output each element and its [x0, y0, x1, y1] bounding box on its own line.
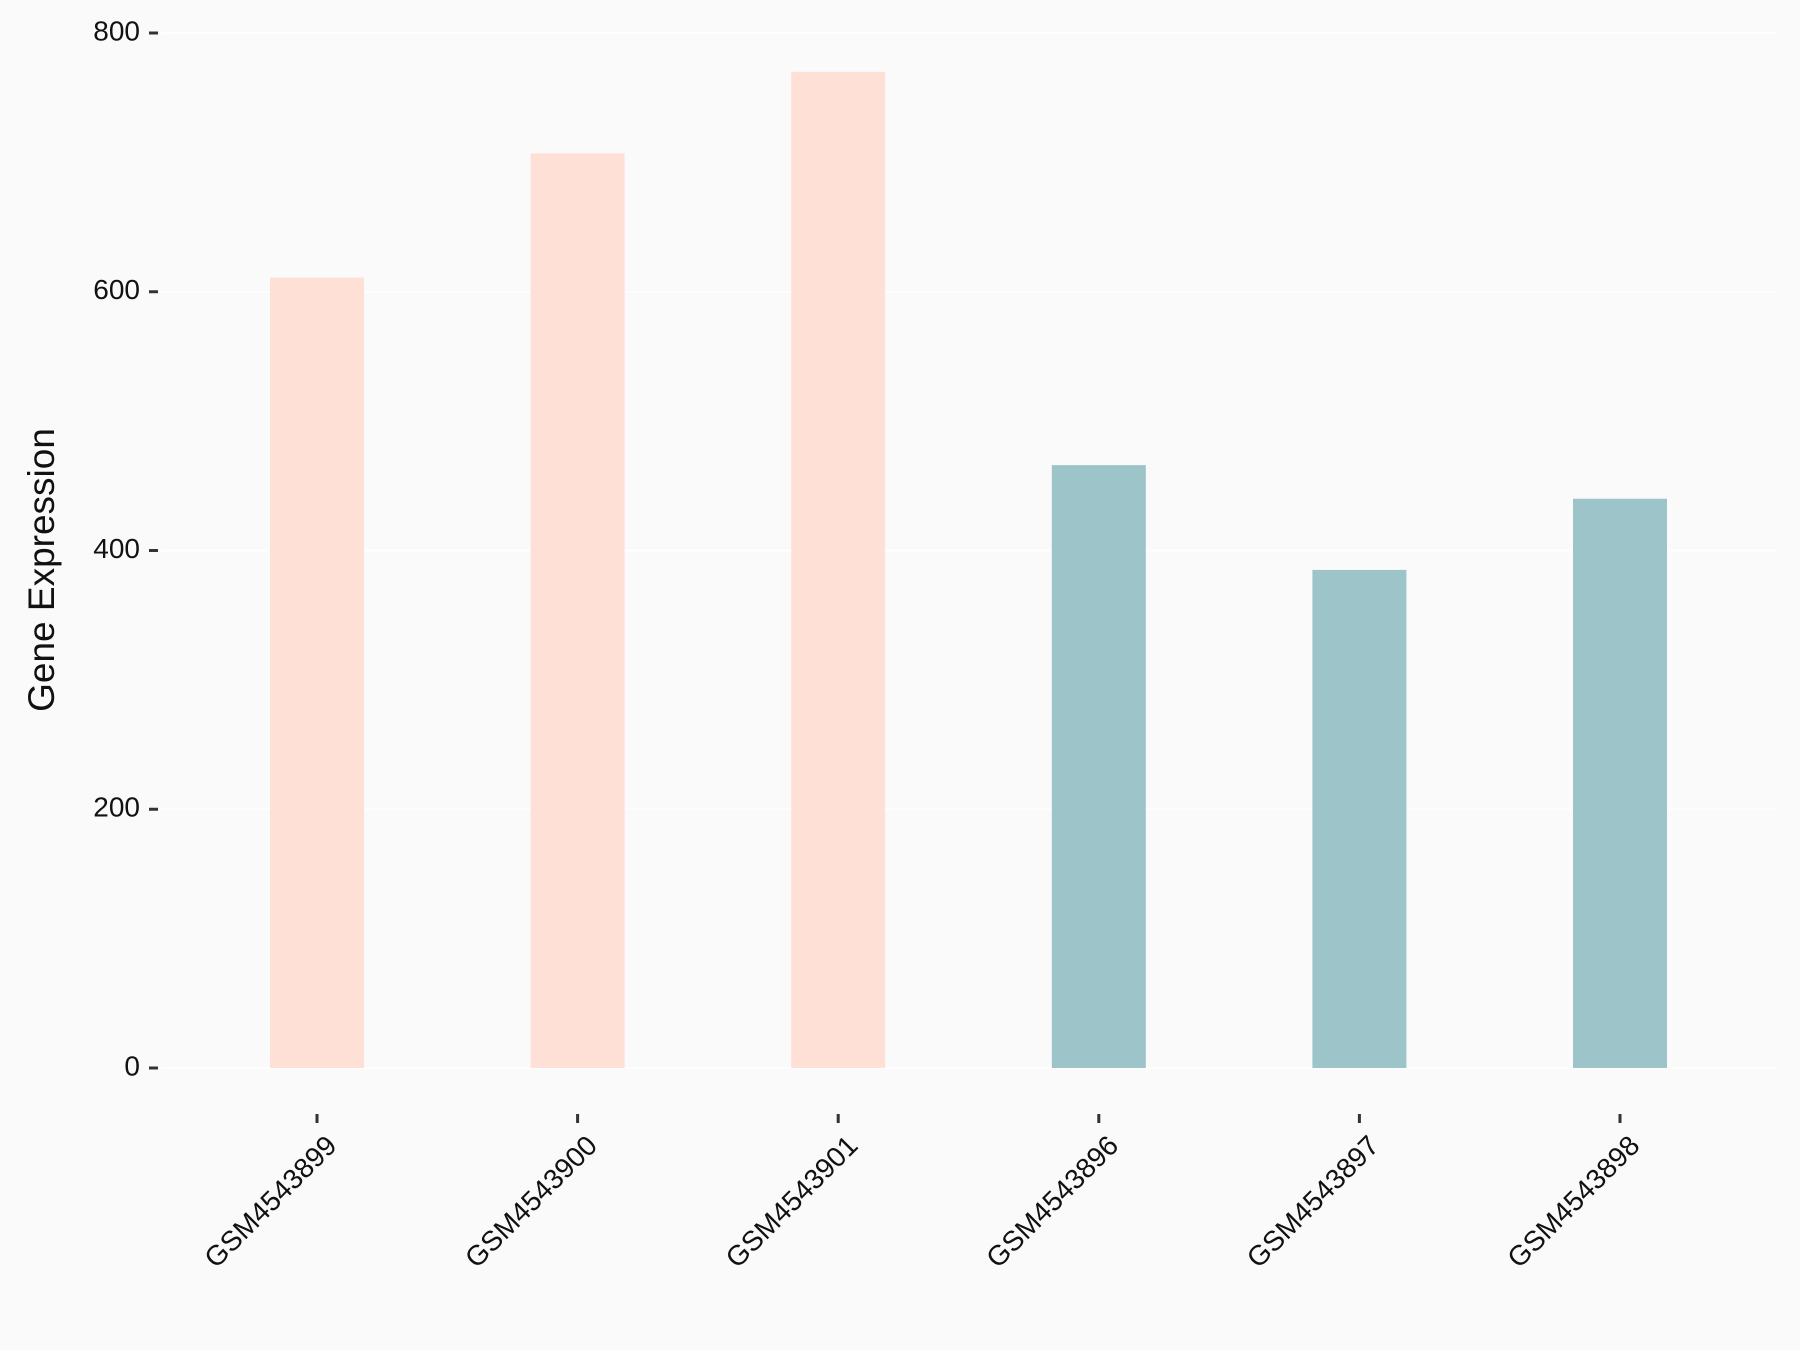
y-tick-label: 600	[93, 274, 140, 305]
y-tick-label: 0	[124, 1050, 140, 1081]
y-tick-label: 200	[93, 792, 140, 823]
bar	[1573, 498, 1667, 1068]
y-tick-label: 800	[93, 15, 140, 46]
bar	[791, 71, 886, 1068]
bar	[270, 277, 364, 1068]
y-tick-label: 400	[93, 533, 140, 564]
y-axis-title: Gene Expression	[21, 428, 62, 712]
bar	[1312, 569, 1407, 1068]
bar	[1051, 465, 1146, 1068]
bar	[530, 153, 625, 1069]
